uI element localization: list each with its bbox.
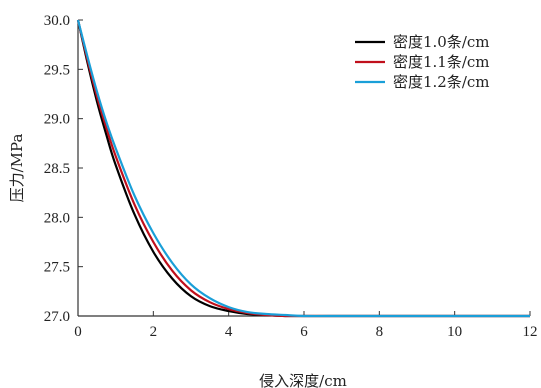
x-tick-label: 4: [225, 324, 233, 340]
x-tick-label: 6: [300, 324, 308, 340]
y-tick-label: 28.0: [44, 210, 70, 226]
y-tick-label: 29.5: [44, 62, 70, 78]
y-axis-label: 压力/MPa: [8, 134, 26, 203]
x-tick-label: 8: [376, 324, 384, 340]
y-tick-label: 27.5: [44, 260, 70, 276]
chart-legend: 密度1.0条/cm 密度1.1条/cm 密度1.2条/cm: [355, 33, 490, 91]
x-axis-label: 侵入深度/cm: [259, 372, 347, 388]
y-tick-label: 28.5: [44, 161, 70, 177]
legend-label-2: 密度1.1条/cm: [393, 53, 490, 71]
x-tick-label: 12: [523, 324, 538, 340]
legend-label-3: 密度1.2条/cm: [393, 73, 490, 91]
x-tick-label: 0: [74, 324, 82, 340]
chart-series-layer: [76, 19, 530, 318]
chart-axes: 0 2 4 6 8 10 12 30.0 29.5 29.0 28.5 28.0 27.5 27.0: [44, 13, 538, 340]
y-tick-label: 27.0: [44, 309, 70, 325]
y-tick-label: 30.0: [44, 13, 70, 29]
series-line-3: [76, 19, 530, 318]
y-tick-label: 29.0: [44, 112, 70, 128]
x-tick-label: 2: [150, 324, 158, 340]
legend-label-1: 密度1.0条/cm: [393, 33, 490, 51]
x-tick-label: 10: [447, 324, 462, 340]
